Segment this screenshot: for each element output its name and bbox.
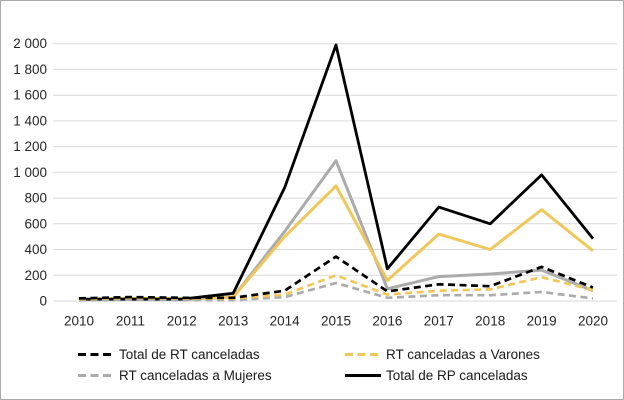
x-tick-label: 2011	[116, 314, 145, 329]
legend-swatch-dashed-line	[78, 374, 114, 377]
y-tick-label: 1 000	[13, 165, 47, 180]
legend-item: Total de RP canceladas	[345, 367, 540, 384]
x-tick-label: 2020	[578, 314, 608, 329]
y-tick-label: 1 600	[13, 88, 47, 103]
legend-swatch-solid-line	[345, 374, 381, 377]
y-tick-label: 0	[39, 294, 47, 309]
y-tick-label: 1 800	[13, 62, 47, 77]
legend-label: Total de RT canceladas	[119, 347, 260, 362]
y-tick-label: 1 400	[13, 113, 47, 128]
y-tick-label: 400	[24, 242, 47, 257]
legend-swatch-dashed-line	[78, 353, 114, 356]
x-tick-label: 2015	[321, 314, 351, 329]
x-tick-label: 2014	[270, 314, 301, 329]
legend-label: RT canceladas a Mujeres	[119, 368, 272, 383]
y-tick-label: 200	[24, 268, 47, 283]
y-tick-label: 800	[24, 191, 47, 206]
y-tick-label: 2 000	[13, 36, 47, 51]
chart-legend: Total de RT canceladas RT canceladas a Va…	[78, 346, 540, 384]
legend-item: RT canceladas a Varones	[345, 346, 540, 363]
x-tick-label: 2018	[475, 314, 505, 329]
y-tick-label: 600	[24, 216, 47, 231]
legend-label: Total de RP canceladas	[386, 368, 528, 383]
x-tick-label: 2019	[527, 314, 557, 329]
series-line-rt-canceladas-a-varones	[78, 273, 594, 301]
x-tick-label: 2017	[424, 314, 454, 329]
legend-label: RT canceladas a Varones	[386, 347, 540, 362]
x-tick-label: 2012	[167, 314, 197, 329]
x-tick-label: 2013	[218, 314, 248, 329]
legend-item: RT canceladas a Mujeres	[78, 367, 345, 384]
legend-item: Total de RT canceladas	[78, 346, 345, 363]
series-line-rt-canceladas-a-mujeres	[78, 281, 594, 302]
series-line-total-de-rt-canceladas	[78, 255, 594, 300]
y-tick-label: 1 200	[13, 139, 47, 154]
x-tick-label: 2010	[64, 314, 94, 329]
x-tick-label: 2016	[372, 314, 402, 329]
legend-swatch-dashed-line	[345, 353, 381, 356]
